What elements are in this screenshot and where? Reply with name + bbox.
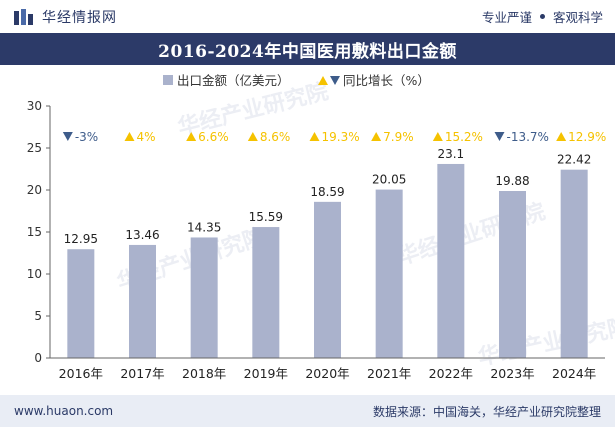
growth-label: -3% [75,130,98,144]
header-tags: 专业严谨 客观科学 [482,7,603,26]
legend-bar-label: 出口金额（亿美元） [177,73,290,88]
legend-bar-swatch [163,75,173,85]
x-tick-label: 2017年 [120,366,164,381]
data-source: 数据来源：中国海关，华经产业研究院整理 [372,404,601,419]
chart-title: 2016-2024年中国医用敷料出口金额 [0,33,615,65]
growth-label: 8.6% [260,130,291,144]
growth-up-triangle-icon [186,132,197,141]
y-tick-label: 20 [27,183,42,197]
top-bar: 华经情报网 专业严谨 客观科学 [0,0,615,33]
y-axis: 0 5 10 15 20 25 30 [27,99,51,365]
x-tick-label: 2023年 [490,366,534,381]
growth-markers: -3% 4% 6.6% 8.6% 19.3% 7.9% 15.2% -13.7% 12.9% [62,130,606,144]
growth-up-triangle-icon [371,132,382,141]
bar-value-label: 18.59 [310,185,344,199]
growth-down-triangle-icon [62,132,73,141]
website-link[interactable]: www.huaon.com [14,404,114,418]
growth-up-triangle-icon [247,132,258,141]
bar [499,191,526,358]
y-tick-label: 25 [27,141,42,155]
bar-value-label: 14.35 [187,220,221,234]
y-tick-label: 30 [27,99,42,113]
x-tick-label: 2020年 [305,366,349,381]
x-tick-label: 2019年 [244,366,288,381]
separator-dot [539,14,545,19]
brand-logo-icon [14,8,33,25]
bar-chart: 华经产业研究院华经产业研究院华经产业研究院华经产业研究院 出口金额（亿美元）同比… [27,73,615,381]
growth-label: 12.9% [568,130,606,144]
brand: 华经情报网 [14,7,117,27]
growth-down-triangle-icon [494,132,505,141]
legend-down-triangle-icon [330,76,340,85]
tag-objective: 客观科学 [552,10,603,25]
bar [129,244,156,358]
x-tick-label: 2018年 [182,366,226,381]
bar [375,189,403,358]
bar [190,237,218,358]
x-tick-label: 2024年 [552,366,596,381]
y-tick-label: 10 [27,267,42,281]
bar [67,249,95,358]
bar-value-label: 19.88 [495,174,529,188]
bar-value-label: 12.95 [64,232,98,246]
watermark-text: 华经产业研究院 [476,313,615,370]
tag-professional: 专业严谨 [481,10,532,25]
growth-label: 6.6% [198,130,229,144]
bar-value-label: 13.46 [125,228,159,242]
bar [314,201,341,358]
legend-growth-label: 同比增长（%） [343,73,430,88]
bars: 12.95 13.46 14.35 15.59 18.59 20.05 23.1 19.88 2… [64,147,591,358]
growth-label: -13.7% [507,130,549,144]
x-axis: 2016年 2017年 2018年 2019年 2020年 2021年 2022年 2023年… [50,357,605,381]
growth-label: 15.2% [445,130,483,144]
bar-value-label: 23.1 [437,147,464,161]
growth-label: 7.9% [383,130,414,144]
y-tick-label: 5 [34,309,42,323]
legend-up-triangle-icon [318,76,328,85]
growth-up-triangle-icon [309,132,320,141]
growth-up-triangle-icon [124,132,135,141]
bar [560,169,588,358]
x-tick-label: 2022年 [429,366,473,381]
footer: www.huaon.com 数据来源：中国海关，华经产业研究院整理 [0,395,615,427]
bar-value-label: 20.05 [372,173,406,187]
x-tick-label: 2016年 [59,366,103,381]
x-tick-label: 2021年 [367,366,411,381]
growth-up-triangle-icon [432,132,443,141]
bar [252,227,280,358]
brand-name: 华经情报网 [42,9,117,26]
bar [437,163,465,358]
y-tick-label: 15 [27,225,42,239]
y-tick-label: 0 [34,351,42,365]
bar-value-label: 15.59 [249,210,283,224]
bar-value-label: 22.42 [557,153,591,167]
chart-legend: 出口金额（亿美元） 同比增长（%） [163,73,430,88]
growth-label: 19.3% [322,130,360,144]
growth-up-triangle-icon [556,132,567,141]
growth-label: 4% [137,130,156,144]
